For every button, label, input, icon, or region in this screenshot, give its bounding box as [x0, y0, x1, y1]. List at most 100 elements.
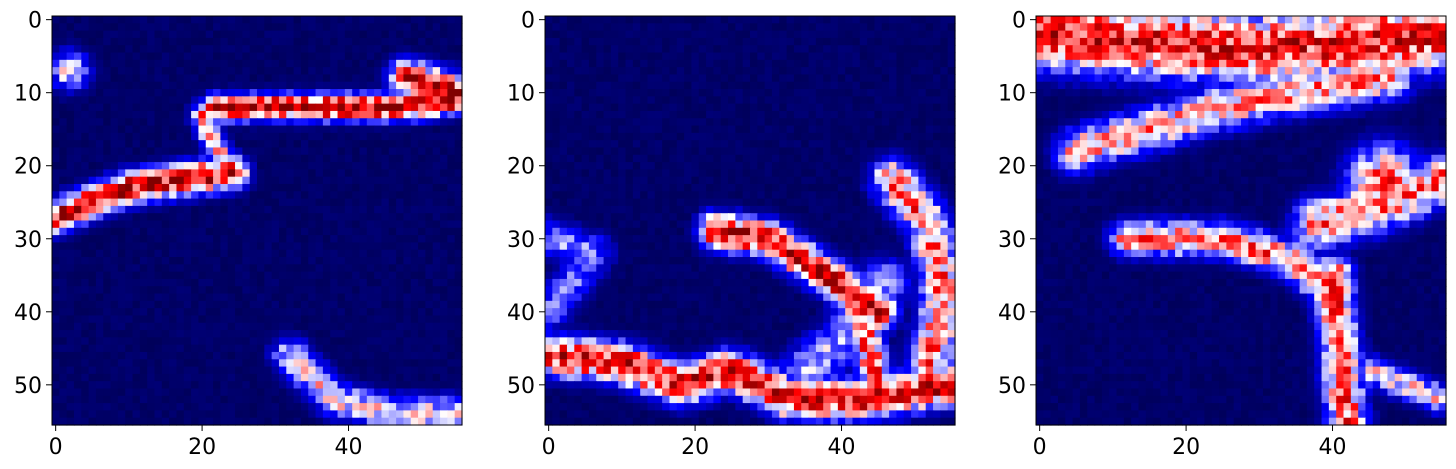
heatmap-cell [205, 403, 214, 411]
heatmap-cell [801, 213, 810, 222]
heatmap-cell [337, 147, 346, 156]
heatmap-cell [632, 37, 641, 46]
heatmap-cell [940, 89, 949, 97]
heatmap-cell [618, 96, 627, 105]
heatmap-cell [837, 67, 846, 76]
heatmap-cell [874, 220, 883, 229]
heatmap-cell [454, 183, 463, 192]
heatmap-cell [574, 23, 583, 32]
heatmap-cell [432, 191, 441, 200]
heatmap-cell [271, 337, 280, 346]
heatmap-cell [366, 81, 375, 90]
heatmap-cell [154, 110, 163, 119]
heatmap-cell [764, 205, 773, 214]
heatmap-cell [603, 176, 612, 185]
heatmap-cell [757, 140, 766, 149]
heatmap-cell [220, 293, 229, 302]
heatmap-cell [198, 344, 207, 353]
heatmap-cell [896, 23, 905, 32]
heatmap-cell [698, 37, 707, 46]
heatmap-cell [676, 16, 685, 24]
heatmap-cell [132, 300, 141, 309]
heatmap-cell [388, 271, 397, 280]
heatmap-cell [403, 410, 412, 419]
heatmap-cell [552, 191, 561, 200]
heatmap-cell [183, 132, 192, 141]
heatmap-cell [889, 59, 898, 68]
heatmap-cell [59, 140, 68, 149]
heatmap-cell [662, 30, 671, 39]
heatmap-cell [396, 271, 405, 280]
heatmap-cell [874, 176, 883, 185]
heatmap-cell [889, 125, 898, 134]
heatmap-cell [793, 147, 802, 156]
heatmap-cell [198, 227, 207, 236]
heatmap-cell [440, 381, 448, 390]
heatmap-cell [771, 67, 780, 76]
heatmap-cell [823, 154, 832, 163]
heatmap-cell [191, 16, 200, 24]
heatmap-cell [432, 235, 441, 244]
heatmap-cell [830, 140, 839, 149]
heatmap-cell [925, 205, 934, 214]
heatmap-cell [227, 242, 236, 251]
heatmap-cell [227, 271, 236, 280]
heatmap-cell [117, 154, 126, 163]
heatmap-cell [66, 359, 75, 368]
heatmap-cell [176, 395, 185, 404]
heatmap-cell [750, 213, 758, 222]
heatmap-cell [147, 183, 156, 192]
heatmap-cell [447, 264, 456, 273]
heatmap-cell [52, 110, 60, 119]
heatmap-cell [388, 278, 397, 287]
heatmap-cell [154, 198, 163, 207]
heatmap-cell [574, 125, 583, 134]
heatmap-cell [264, 403, 273, 411]
heatmap-cell [359, 417, 368, 426]
heatmap-cell [293, 81, 302, 90]
heatmap-cell [205, 96, 214, 105]
heatmap-cell [205, 417, 214, 426]
heatmap-cell [183, 264, 192, 273]
heatmap-cell [257, 147, 265, 156]
heatmap-cell [66, 315, 75, 324]
heatmap-cell [874, 235, 883, 244]
heatmap-cell [425, 388, 434, 397]
heatmap-cell [315, 125, 324, 134]
heatmap-cell [125, 198, 134, 207]
heatmap-cell [227, 264, 236, 273]
heatmap-cell [881, 198, 890, 207]
heatmap-cell [235, 45, 243, 54]
heatmap-cell [388, 52, 397, 61]
heatmap-cell [742, 52, 751, 61]
heatmap-cell [896, 67, 905, 76]
heatmap-cell [403, 278, 412, 287]
heatmap-cell [684, 220, 693, 229]
heatmap-cell [552, 125, 561, 134]
heatmap-cell [381, 45, 390, 54]
heatmap-cell [713, 147, 722, 156]
heatmap-cell [388, 89, 397, 97]
heatmap-cell [110, 52, 119, 61]
heatmap-cell [647, 59, 656, 68]
heatmap-cell [381, 366, 390, 375]
heatmap-cell [278, 286, 287, 295]
heatmap-cell [618, 198, 627, 207]
heatmap-cell [81, 330, 90, 338]
heatmap-cell [545, 242, 553, 251]
heatmap-cell [352, 220, 361, 229]
heatmap-cell [205, 198, 214, 207]
heatmap-cell [73, 205, 82, 214]
heatmap-cell [154, 249, 163, 258]
heatmap-cell [947, 176, 956, 185]
heatmap-cell [366, 169, 375, 178]
heatmap-cell [220, 315, 229, 324]
heatmap-cell [388, 162, 397, 170]
heatmap-cell [632, 52, 641, 61]
heatmap-cell [647, 23, 656, 32]
heatmap-cell [867, 227, 876, 236]
heatmap-cell [440, 213, 448, 222]
heatmap-cell [625, 154, 634, 163]
heatmap-cell [73, 249, 82, 258]
heatmap-cell [249, 264, 258, 273]
